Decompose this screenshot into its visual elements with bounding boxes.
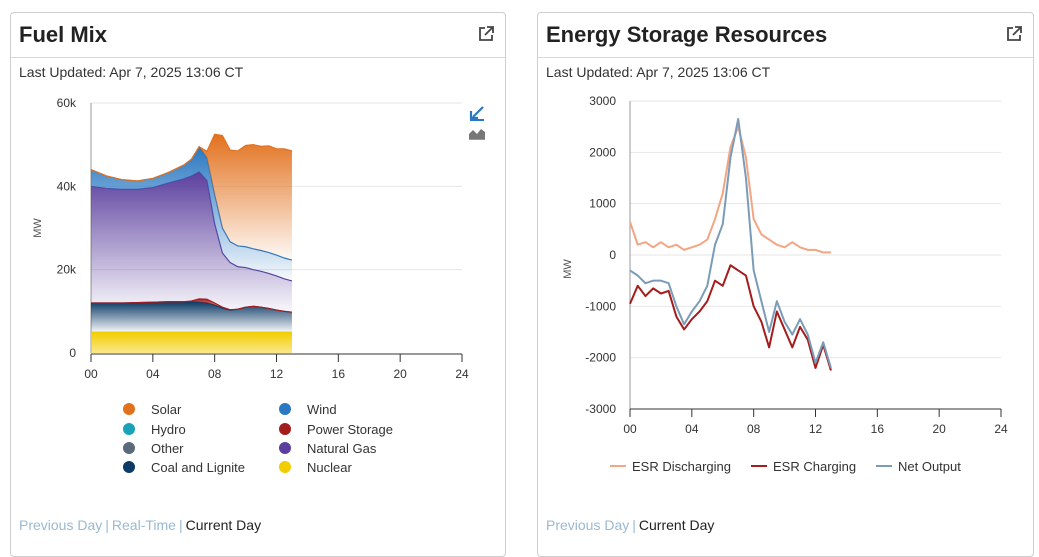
y-tick-label: 0 xyxy=(609,248,616,262)
area-nuclear[interactable] xyxy=(91,332,292,353)
previous-day-link[interactable]: Previous Day xyxy=(546,517,630,533)
x-tick-label: 04 xyxy=(685,422,699,436)
area-coal-and-lignite[interactable] xyxy=(91,301,292,333)
legend-dot xyxy=(279,461,291,473)
area-chart-icon[interactable] xyxy=(468,126,486,140)
y-tick-label: 1000 xyxy=(589,197,616,211)
legend-item-coal-and-lignite[interactable]: Coal and Lignite xyxy=(123,460,245,475)
y-tick-label: 20k xyxy=(57,263,77,277)
separator: | xyxy=(632,517,636,533)
y-tick-label: -2000 xyxy=(585,351,616,365)
esr-card: Energy Storage Resources Last Updated: A… xyxy=(537,12,1034,557)
x-tick-label: 08 xyxy=(208,367,222,381)
series-line-esr-discharging[interactable] xyxy=(629,125,831,254)
legend-item-esr-discharging[interactable]: ESR Discharging xyxy=(610,459,731,474)
legend-item-wind[interactable]: Wind xyxy=(279,402,337,417)
legend-line xyxy=(876,465,892,467)
external-link-icon[interactable] xyxy=(477,25,495,43)
zoom-out-icon[interactable] xyxy=(468,105,486,121)
x-tick-label: 20 xyxy=(393,367,407,381)
x-tick-label: 16 xyxy=(332,367,346,381)
y-axis-label: MW xyxy=(32,218,44,238)
legend-dot xyxy=(123,442,135,454)
fuel-mix-last-updated: Last Updated: Apr 7, 2025 13:06 CT xyxy=(19,64,244,80)
current-day-link[interactable]: Current Day xyxy=(638,517,715,533)
fuel-mix-footer: Previous Day | Real-Time | Current Day xyxy=(19,517,261,533)
legend-dot xyxy=(123,423,135,435)
x-tick-label: 00 xyxy=(84,367,98,381)
esr-last-updated: Last Updated: Apr 7, 2025 13:06 CT xyxy=(546,64,771,80)
esr-chart: 3000 2000 1000 0 -1000 -2000 -3000 00 04 08 12 16 20… xyxy=(562,94,1008,436)
esr-header: Energy Storage Resources xyxy=(538,13,1033,58)
x-tick-label: 12 xyxy=(270,367,284,381)
y-tick-label: 40k xyxy=(57,179,77,193)
legend-dot xyxy=(279,423,291,435)
x-tick-label: 20 xyxy=(932,422,946,436)
area-natural-gas[interactable] xyxy=(91,171,292,313)
x-tick-label: 00 xyxy=(623,422,637,436)
legend-item-net-output[interactable]: Net Output xyxy=(876,459,961,474)
legend-dot xyxy=(123,461,135,473)
y-tick-label: -1000 xyxy=(585,299,616,313)
legend-dot xyxy=(123,403,135,415)
y-tick-label: 60k xyxy=(57,96,77,110)
y-axis-label: MW xyxy=(562,259,574,279)
legend-item-hydro[interactable]: Hydro xyxy=(123,422,186,437)
legend-dot xyxy=(279,403,291,415)
legend-item-power-storage[interactable]: Power Storage xyxy=(279,422,393,437)
x-tick-label: 24 xyxy=(994,422,1008,436)
external-link-icon[interactable] xyxy=(1005,25,1023,43)
series-line-esr-charging[interactable] xyxy=(629,264,832,371)
legend-item-other[interactable]: Other xyxy=(123,441,184,456)
y-tick-label: 0 xyxy=(69,346,76,360)
esr-footer: Previous Day | Current Day xyxy=(546,517,714,533)
fuel-mix-header: Fuel Mix xyxy=(11,13,505,58)
x-tick-label: 08 xyxy=(747,422,761,436)
legend-item-natural-gas[interactable]: Natural Gas xyxy=(279,441,376,456)
y-tick-label: 3000 xyxy=(589,94,616,108)
x-tick-label: 16 xyxy=(871,422,885,436)
separator: | xyxy=(105,517,109,533)
current-day-link[interactable]: Current Day xyxy=(185,517,262,533)
x-tick-label: 04 xyxy=(146,367,160,381)
real-time-link[interactable]: Real-Time xyxy=(111,517,176,533)
separator: | xyxy=(178,517,183,533)
fuel-mix-title: Fuel Mix xyxy=(19,22,108,47)
x-tick-label: 12 xyxy=(809,422,823,436)
y-tick-label: 2000 xyxy=(589,145,616,159)
area-solar[interactable] xyxy=(91,134,292,261)
fuel-mix-card: Fuel Mix Last Updated: Apr 7, 2025 13:06… xyxy=(10,12,506,557)
previous-day-link[interactable]: Previous Day xyxy=(19,517,103,533)
series-line-solar xyxy=(90,133,293,182)
series-line-net-output[interactable] xyxy=(629,117,832,369)
legend-item-solar[interactable]: Solar xyxy=(123,402,181,417)
y-tick-label: -3000 xyxy=(585,402,616,416)
fuel-mix-chart: 0 20k 40k 60k 00 04 08 12 16 20 24 MW xyxy=(32,96,469,381)
x-tick-label: 24 xyxy=(455,367,469,381)
legend-item-esr-charging[interactable]: ESR Charging xyxy=(751,459,856,474)
legend-dot xyxy=(279,442,291,454)
legend-line xyxy=(751,465,767,467)
legend-item-nuclear[interactable]: Nuclear xyxy=(279,460,352,475)
legend-line xyxy=(610,465,626,467)
esr-title: Energy Storage Resources xyxy=(546,22,828,47)
